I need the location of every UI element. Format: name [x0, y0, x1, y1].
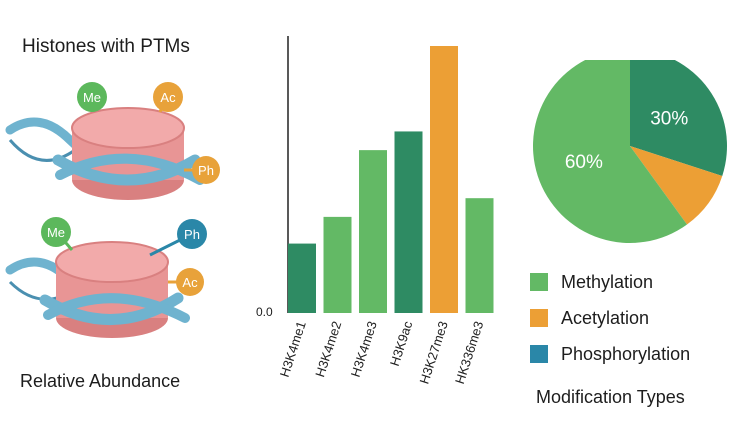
bar-h3k4me2 [323, 216, 352, 313]
methyl-marker-icon [41, 217, 71, 247]
pie-slice-acetylation [630, 146, 723, 225]
x-tick-label: H3K9ac [387, 319, 416, 368]
me-label: Me [47, 225, 65, 240]
legend-swatch-phosphorylation [530, 345, 548, 363]
ac-label: Ac [182, 275, 198, 290]
acetyl-marker-icon [176, 268, 204, 296]
x-tick-label: HK336me3 [452, 319, 486, 385]
pie-slice-label: 60% [565, 152, 603, 173]
left-panel-footer: Relative Abundance [20, 371, 181, 391]
x-tick-label: H3K4me3 [348, 319, 380, 379]
nucleosome-illustration: Me Ac Ph Me Ph Ac [5, 82, 220, 338]
pie-chart: 30% 60% [533, 60, 727, 243]
pie-slice-methylation [533, 60, 688, 243]
nucleosome-top: Me Ac Ph [5, 82, 220, 200]
legend-swatch-acetylation [530, 309, 548, 327]
bar-hk336me3 [465, 198, 494, 313]
me-label: Me [83, 90, 101, 105]
pie-chart-title: Modification Types [536, 387, 685, 407]
left-panel-title: Histones with PTMs [22, 36, 190, 57]
pie-slice-label: 30% [650, 108, 688, 129]
histone-cylinder-icon [55, 241, 169, 283]
histone-cylinder-icon [71, 107, 185, 149]
methyl-marker-icon [77, 82, 107, 112]
ph-label: Ph [198, 163, 214, 178]
legend-label-acetylation: Acetylation [561, 307, 650, 328]
acetyl-marker-icon [153, 82, 183, 112]
phospho-marker-icon [192, 156, 220, 184]
dna-backbone-icon [8, 139, 76, 162]
bar-h3k27me3 [430, 46, 458, 313]
bar-h3k9ac [394, 131, 423, 313]
bar-h3k4me3 [359, 150, 387, 313]
y-axis-zero-label: 0.0 [256, 305, 273, 319]
phospho-marker-icon [177, 219, 207, 249]
pie-legend: Methylation Acetylation Phosphorylation [530, 264, 690, 372]
x-tick-label: H3K4me1 [277, 319, 309, 379]
pie-slice-phosphorylation [630, 60, 727, 176]
bar-h3k4me1 [288, 243, 316, 313]
ph-label: Ph [184, 227, 200, 242]
legend-swatch-methylation [530, 273, 548, 291]
x-tick-label: H3K4me2 [312, 319, 344, 379]
nucleosome-bottom: Me Ph Ac [5, 217, 207, 338]
ac-label: Ac [160, 90, 176, 105]
legend-item-acetylation: Acetylation [530, 300, 690, 336]
bar-chart: H3K4me1 H3K4me2 H3K4me3 H3K9ac H3K27me3 HK336… [277, 36, 494, 386]
legend-label-methylation: Methylation [561, 271, 654, 292]
legend-item-phosphorylation: Phosphorylation [530, 336, 690, 372]
legend-item-methylation: Methylation [530, 264, 690, 300]
x-tick-label: H3K27me3 [416, 319, 450, 385]
legend-label-phosphorylation: Phosphorylation [561, 343, 691, 364]
